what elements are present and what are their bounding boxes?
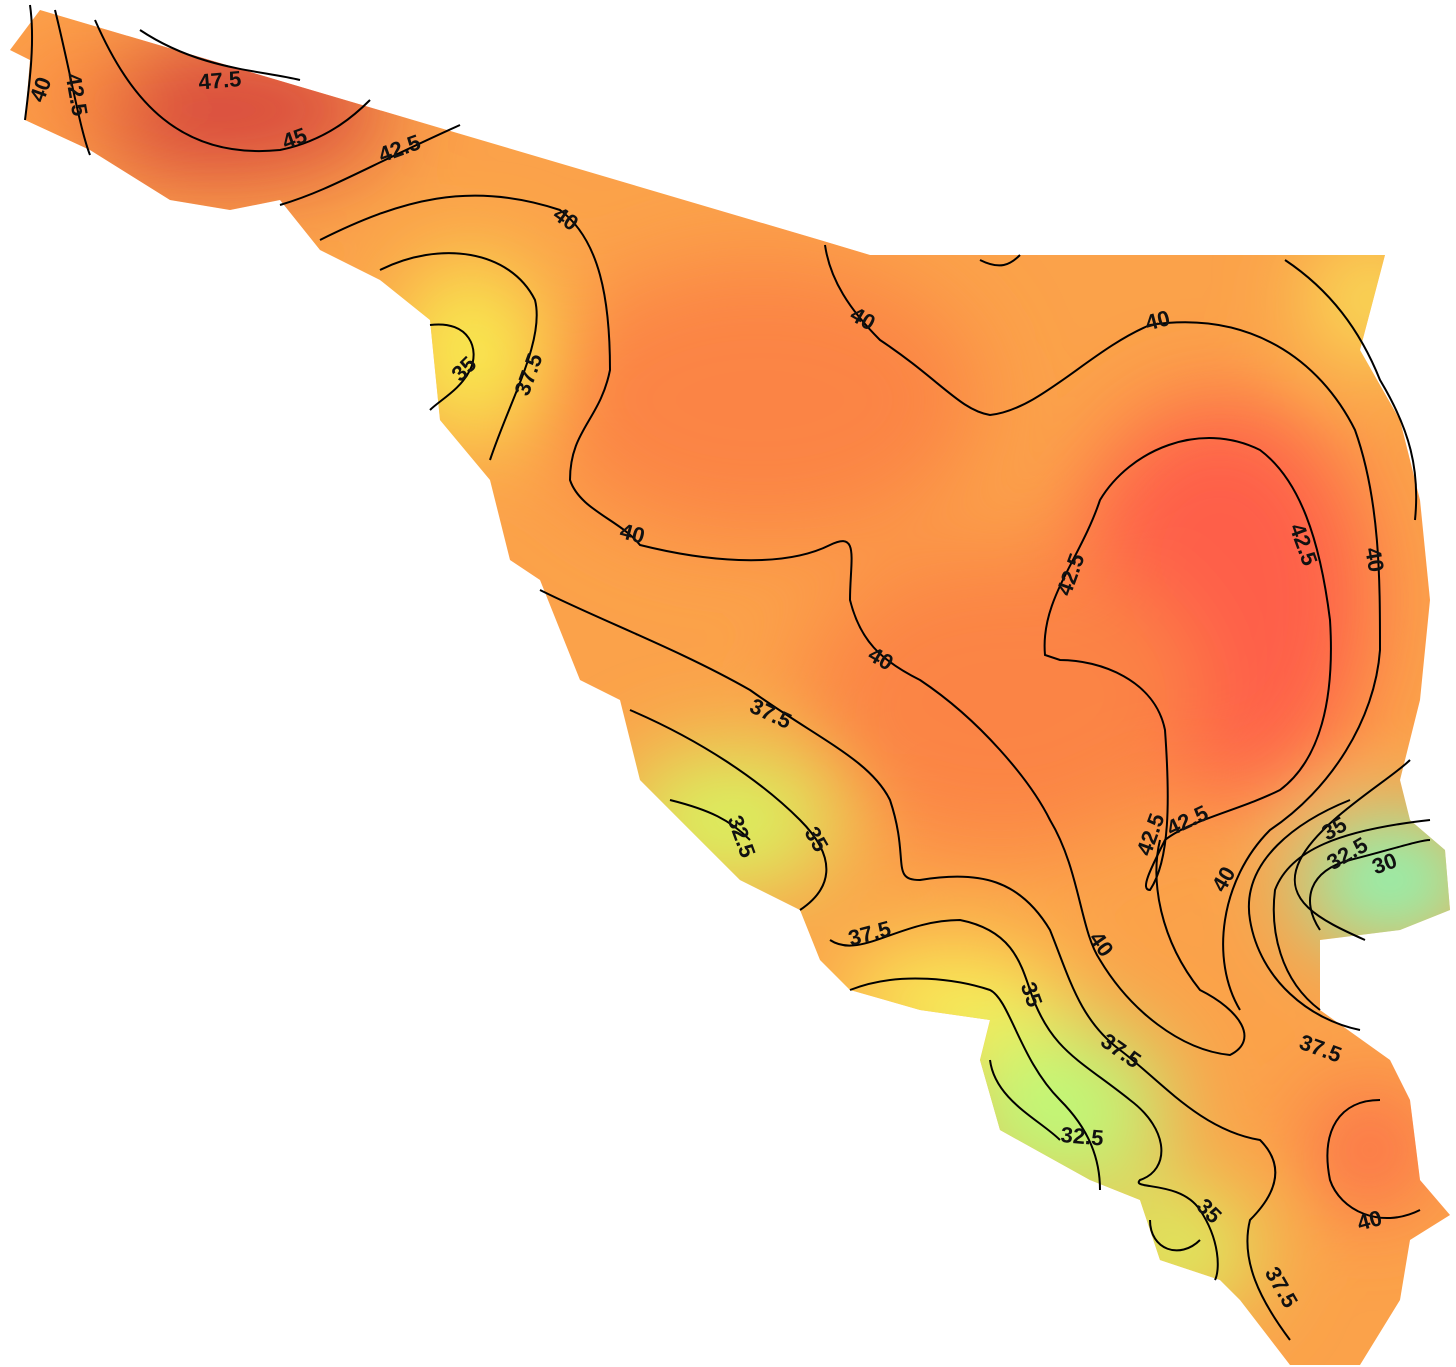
contour-label: 47.5	[197, 66, 242, 95]
contour-label: 32.5	[1060, 1122, 1105, 1151]
isolines	[24, 4, 1431, 1341]
contour-label: 40	[1360, 545, 1389, 573]
